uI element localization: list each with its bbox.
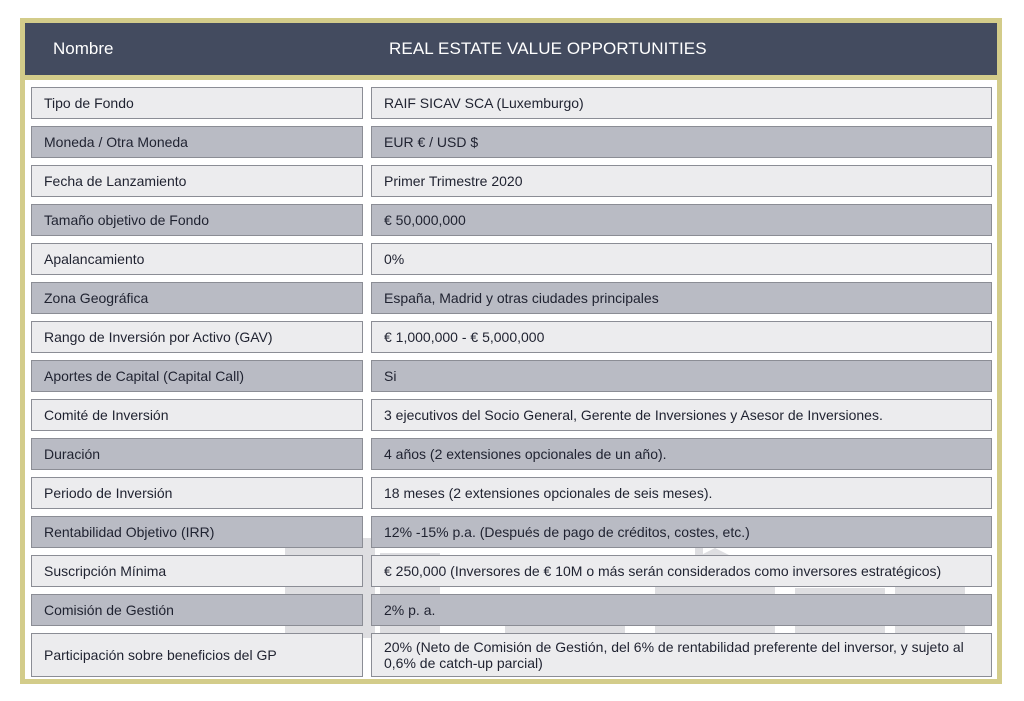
table-row: Rango de Inversión por Activo (GAV) € 1,… bbox=[31, 321, 993, 353]
row-label: Rentabilidad Objetivo (IRR) bbox=[31, 516, 363, 548]
fund-summary-table: Nombre REAL ESTATE VALUE OPPORTUNITIES T… bbox=[20, 18, 1002, 684]
row-value: 20% (Neto de Comisión de Gestión, del 6%… bbox=[371, 633, 992, 677]
row-label: Apalancamiento bbox=[31, 243, 363, 275]
table-row: Fecha de Lanzamiento Primer Trimestre 20… bbox=[31, 165, 993, 197]
table-row: Apalancamiento 0% bbox=[31, 243, 993, 275]
row-label: Tamaño objetivo de Fondo bbox=[31, 204, 363, 236]
row-label: Aportes de Capital (Capital Call) bbox=[31, 360, 363, 392]
row-value: EUR € / USD $ bbox=[371, 126, 992, 158]
row-label: Zona Geográfica bbox=[31, 282, 363, 314]
row-value: España, Madrid y otras ciudades principa… bbox=[371, 282, 992, 314]
table-row: Tipo de Fondo RAIF SICAV SCA (Luxemburgo… bbox=[31, 87, 993, 119]
table-header: Nombre REAL ESTATE VALUE OPPORTUNITIES bbox=[25, 23, 997, 75]
table-row: Suscripción Mínima € 250,000 (Inversores… bbox=[31, 555, 993, 587]
row-value: 0% bbox=[371, 243, 992, 275]
row-value: 18 meses (2 extensiones opcionales de se… bbox=[371, 477, 992, 509]
row-value: RAIF SICAV SCA (Luxemburgo) bbox=[371, 87, 992, 119]
header-divider bbox=[25, 75, 997, 80]
row-label: Comité de Inversión bbox=[31, 399, 363, 431]
table-row: Moneda / Otra Moneda EUR € / USD $ bbox=[31, 126, 993, 158]
row-label: Suscripción Mínima bbox=[31, 555, 363, 587]
row-value: € 1,000,000 - € 5,000,000 bbox=[371, 321, 992, 353]
fund-name: REAL ESTATE VALUE OPPORTUNITIES bbox=[389, 39, 707, 58]
table-row: Periodo de Inversión 18 meses (2 extensi… bbox=[31, 477, 993, 509]
row-label: Duración bbox=[31, 438, 363, 470]
row-value: 2% p. a. bbox=[371, 594, 992, 626]
table-row: Zona Geográfica España, Madrid y otras c… bbox=[31, 282, 993, 314]
row-label: Rango de Inversión por Activo (GAV) bbox=[31, 321, 363, 353]
table-row: Tamaño objetivo de Fondo € 50,000,000 bbox=[31, 204, 993, 236]
row-label: Comisión de Gestión bbox=[31, 594, 363, 626]
table-row: Comité de Inversión 3 ejecutivos del Soc… bbox=[31, 399, 993, 431]
table-row: Aportes de Capital (Capital Call) Si bbox=[31, 360, 993, 392]
table-row: Comisión de Gestión 2% p. a. bbox=[31, 594, 993, 626]
row-value: € 250,000 (Inversores de € 10M o más ser… bbox=[371, 555, 992, 587]
row-value: Si bbox=[371, 360, 992, 392]
row-label: Participación sobre beneficios del GP bbox=[31, 633, 363, 677]
table-row: Duración 4 años (2 extensiones opcionale… bbox=[31, 438, 993, 470]
row-value: Primer Trimestre 2020 bbox=[371, 165, 992, 197]
header-label: Nombre bbox=[53, 39, 114, 58]
table-row: Rentabilidad Objetivo (IRR) 12% -15% p.a… bbox=[31, 516, 993, 548]
row-value: € 50,000,000 bbox=[371, 204, 992, 236]
row-label: Tipo de Fondo bbox=[31, 87, 363, 119]
row-label: Moneda / Otra Moneda bbox=[31, 126, 363, 158]
row-value: 12% -15% p.a. (Después de pago de crédit… bbox=[371, 516, 992, 548]
row-value: 3 ejecutivos del Socio General, Gerente … bbox=[371, 399, 992, 431]
row-label: Periodo de Inversión bbox=[31, 477, 363, 509]
row-label: Fecha de Lanzamiento bbox=[31, 165, 363, 197]
table-row: Participación sobre beneficios del GP 20… bbox=[31, 633, 993, 677]
row-value: 4 años (2 extensiones opcionales de un a… bbox=[371, 438, 992, 470]
